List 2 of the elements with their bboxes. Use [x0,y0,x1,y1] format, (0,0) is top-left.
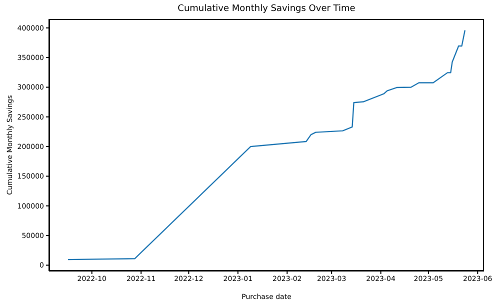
chart-title: Cumulative Monthly Savings Over Time [176,3,356,15]
line-series [67,30,466,260]
